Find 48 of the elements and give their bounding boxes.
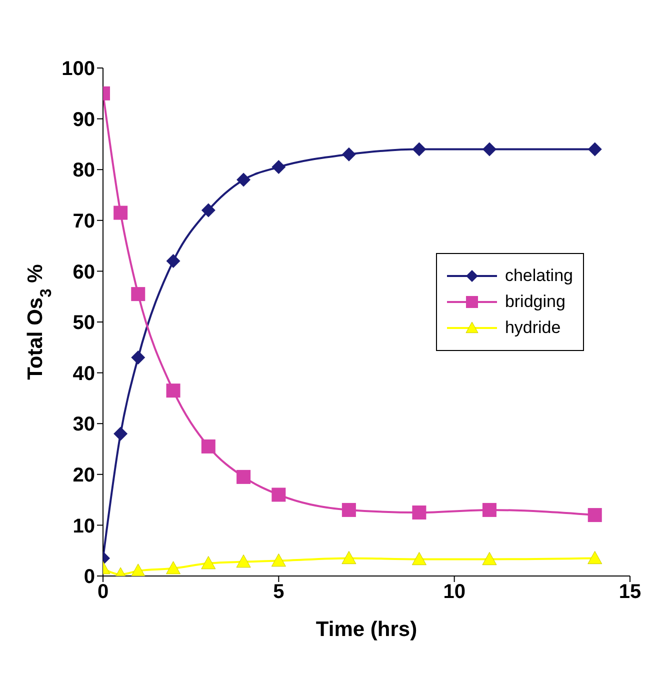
point — [412, 552, 426, 566]
point — [236, 470, 251, 484]
x-tick-label: 5 — [273, 581, 284, 604]
point — [131, 350, 146, 365]
y-tick-label: 70 — [72, 210, 95, 232]
point — [412, 506, 426, 520]
x-axis-title: Time (hrs) — [316, 618, 418, 641]
point — [588, 142, 602, 156]
point — [114, 426, 128, 441]
point — [342, 147, 356, 162]
point — [482, 552, 497, 566]
point — [588, 508, 602, 522]
legend-label: hydride — [504, 318, 561, 338]
x-tick-label: 15 — [618, 581, 642, 604]
point — [342, 550, 356, 564]
y-tick-label: 90 — [72, 108, 95, 131]
legend-label: chelating — [504, 266, 573, 286]
y-tick-label: 30 — [72, 414, 95, 436]
x-tick-label: 0 — [97, 581, 109, 604]
point — [131, 287, 146, 302]
point — [412, 142, 426, 156]
point — [166, 254, 180, 268]
point — [166, 384, 180, 398]
point — [482, 502, 496, 517]
x-tick-label: 10 — [443, 581, 466, 604]
y-tick-label: 100 — [62, 58, 95, 80]
y-tick-label: 0 — [84, 566, 95, 588]
point — [201, 203, 216, 218]
y-tick-label: 20 — [72, 464, 95, 486]
y-tick-label: 60 — [72, 261, 95, 284]
point — [201, 556, 216, 570]
point — [236, 554, 251, 568]
point — [166, 561, 181, 574]
y-tick-label: 10 — [72, 515, 95, 538]
point — [342, 502, 356, 517]
point — [482, 142, 496, 156]
point — [130, 564, 146, 576]
point — [271, 554, 286, 567]
point — [114, 206, 128, 220]
point — [201, 439, 216, 454]
y-tick-label: 40 — [72, 362, 95, 385]
point — [588, 550, 602, 564]
y-tick-label: 80 — [72, 160, 95, 182]
legend-label: bridging — [504, 292, 566, 312]
point — [272, 160, 286, 174]
y-tick-label: 50 — [72, 312, 95, 334]
point — [236, 172, 251, 187]
point — [272, 488, 286, 502]
